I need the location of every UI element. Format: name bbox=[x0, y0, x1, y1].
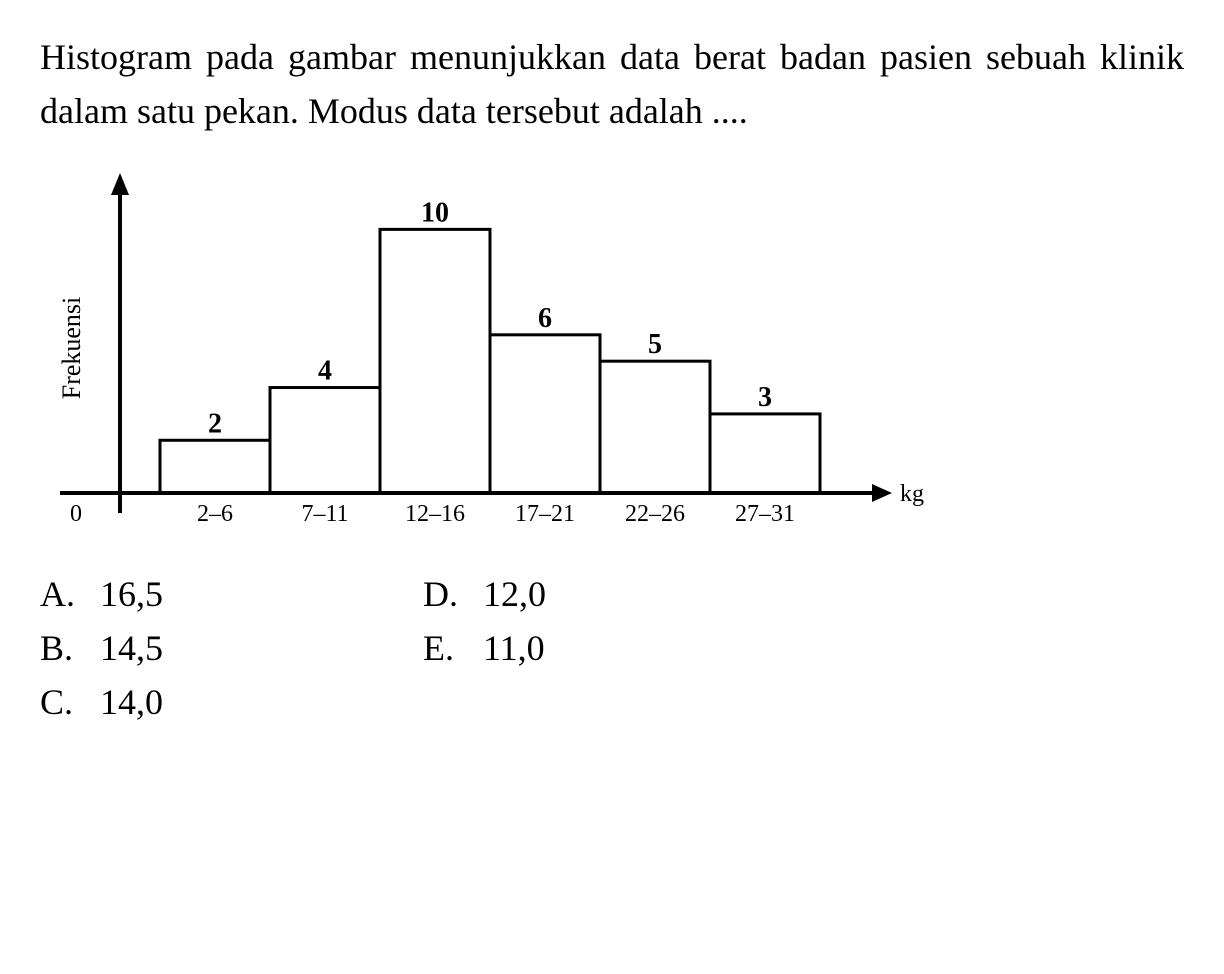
svg-text:2–6: 2–6 bbox=[197, 501, 233, 527]
svg-text:kg: kg bbox=[900, 481, 924, 507]
svg-text:6: 6 bbox=[538, 303, 552, 334]
answer-letter: B. bbox=[40, 627, 100, 669]
answer-letter: C. bbox=[40, 681, 100, 723]
answer-a: A. 16,5 bbox=[40, 573, 163, 615]
answer-options: A. 16,5 B. 14,5 C. 14,0 D. 12,0 E. 11,0 bbox=[40, 573, 1184, 723]
svg-text:10: 10 bbox=[421, 197, 449, 228]
answer-letter: D. bbox=[423, 573, 483, 615]
svg-text:0: 0 bbox=[70, 501, 82, 527]
answer-e: E. 11,0 bbox=[423, 627, 546, 669]
answer-value: 16,5 bbox=[100, 573, 163, 615]
svg-text:Frekuensi: Frekuensi bbox=[57, 297, 86, 400]
chart-svg: 2 2–6 4 7–11 10 12–16 6 17–21 5 22–26 3 27–31 0 Freku… bbox=[40, 163, 940, 543]
svg-text:5: 5 bbox=[648, 329, 662, 360]
svg-text:3: 3 bbox=[758, 382, 772, 413]
svg-text:7–11: 7–11 bbox=[301, 501, 348, 527]
svg-text:27–31: 27–31 bbox=[735, 501, 795, 527]
answer-letter: E. bbox=[423, 627, 483, 669]
answer-b: B. 14,5 bbox=[40, 627, 163, 669]
svg-text:4: 4 bbox=[318, 356, 332, 387]
answer-d: D. 12,0 bbox=[423, 573, 546, 615]
answer-value: 14,5 bbox=[100, 627, 163, 669]
answer-value: 11,0 bbox=[483, 627, 545, 669]
histogram-chart: 2 2–6 4 7–11 10 12–16 6 17–21 5 22–26 3 27–31 0 Freku… bbox=[40, 163, 940, 543]
answer-value: 14,0 bbox=[100, 681, 163, 723]
svg-text:17–21: 17–21 bbox=[515, 501, 575, 527]
answer-value: 12,0 bbox=[483, 573, 546, 615]
svg-text:22–26: 22–26 bbox=[625, 501, 685, 527]
question-text: Histogram pada gambar menunjukkan data b… bbox=[40, 30, 1184, 138]
answer-c: C. 14,0 bbox=[40, 681, 163, 723]
answer-column-1: A. 16,5 B. 14,5 C. 14,0 bbox=[40, 573, 163, 723]
answer-letter: A. bbox=[40, 573, 100, 615]
svg-text:2: 2 bbox=[208, 408, 222, 439]
svg-text:12–16: 12–16 bbox=[405, 501, 465, 527]
answer-column-2: D. 12,0 E. 11,0 bbox=[423, 573, 546, 723]
